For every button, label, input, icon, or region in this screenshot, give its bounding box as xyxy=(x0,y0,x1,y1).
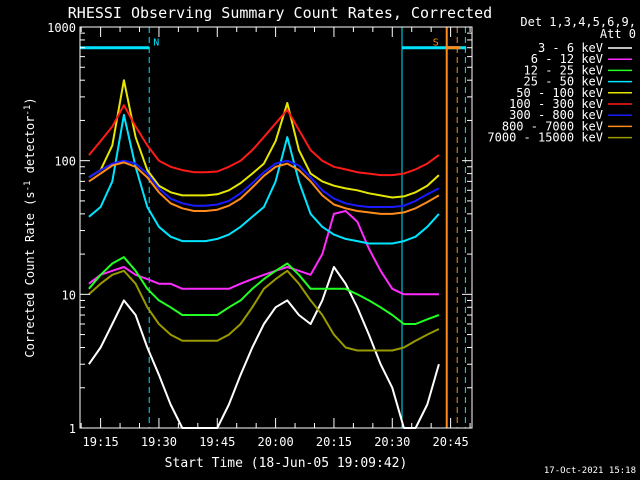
y-axis-label-part: ) xyxy=(23,97,37,104)
legend-label: 6 - 12 keV xyxy=(531,52,603,66)
y-axis-label-part: detector xyxy=(23,116,37,181)
flag-label: N xyxy=(153,38,159,49)
x-tick-label: 19:15 xyxy=(83,435,119,449)
y-tick-label: 100 xyxy=(54,155,76,169)
legend-label: 25 - 50 keV xyxy=(524,75,603,89)
legend-label: 7000 - 15000 keV xyxy=(487,131,603,145)
y-minor-ticks xyxy=(80,32,472,389)
x-tick-label: 20:45 xyxy=(433,435,469,449)
chart-title: RHESSI Observing Summary Count Rates, Co… xyxy=(68,4,492,22)
series-line xyxy=(88,210,439,296)
legend-label: 50 - 100 keV xyxy=(516,86,603,100)
series-line xyxy=(88,266,440,429)
flag-vertical-lines xyxy=(148,27,466,428)
x-tick-label: 20:30 xyxy=(374,435,410,449)
legend-header-line: Att 0 xyxy=(600,27,636,41)
x-tick-label: 19:30 xyxy=(141,435,177,449)
series-group xyxy=(88,79,440,429)
series-line xyxy=(88,161,440,215)
y-tick-label: 1000 xyxy=(47,21,76,35)
y-axis-label-exponent: -1 xyxy=(23,105,33,116)
legend-label: 100 - 300 keV xyxy=(509,97,603,111)
y-axis-label-part: Corrected Count Rate (s xyxy=(23,191,37,357)
series-line xyxy=(88,159,440,208)
x-tick-label: 19:45 xyxy=(199,435,235,449)
legend-label: 12 - 25 keV xyxy=(524,63,603,77)
y-tick-label: 10 xyxy=(62,288,76,302)
y-axis-ticks: 1 10 100 1000 xyxy=(47,21,472,436)
flag-label: S xyxy=(433,38,439,49)
x-axis-label: Start Time (18-Jun-05 19:09:42) xyxy=(165,456,408,471)
legend-label: 3 - 6 keV xyxy=(538,41,603,55)
timestamp: 17-Oct-2021 15:18 xyxy=(544,466,636,476)
series-line xyxy=(88,256,440,325)
legend-header-line: Det 1,3,4,5,6,9, xyxy=(520,15,636,29)
series-line xyxy=(88,113,440,245)
y-axis-label: Corrected Count Rate (s-1 detector-1) xyxy=(23,97,37,357)
plot-frame xyxy=(79,26,473,429)
series-line xyxy=(88,269,440,352)
series-line xyxy=(88,79,440,199)
legend-label: 300 - 800 keV xyxy=(509,108,603,122)
legend-label: 800 - 7000 keV xyxy=(502,119,603,133)
y-tick-label: 1 xyxy=(69,422,76,436)
x-tick-label: 20:15 xyxy=(316,435,352,449)
y-axis-label-exponent: -1 xyxy=(23,181,33,192)
x-tick-label: 20:00 xyxy=(258,435,294,449)
x-axis-ticks: 19:15 19:30 19:45 20:00 20:15 20:30 20:45 xyxy=(80,27,471,449)
series-line xyxy=(88,104,440,177)
